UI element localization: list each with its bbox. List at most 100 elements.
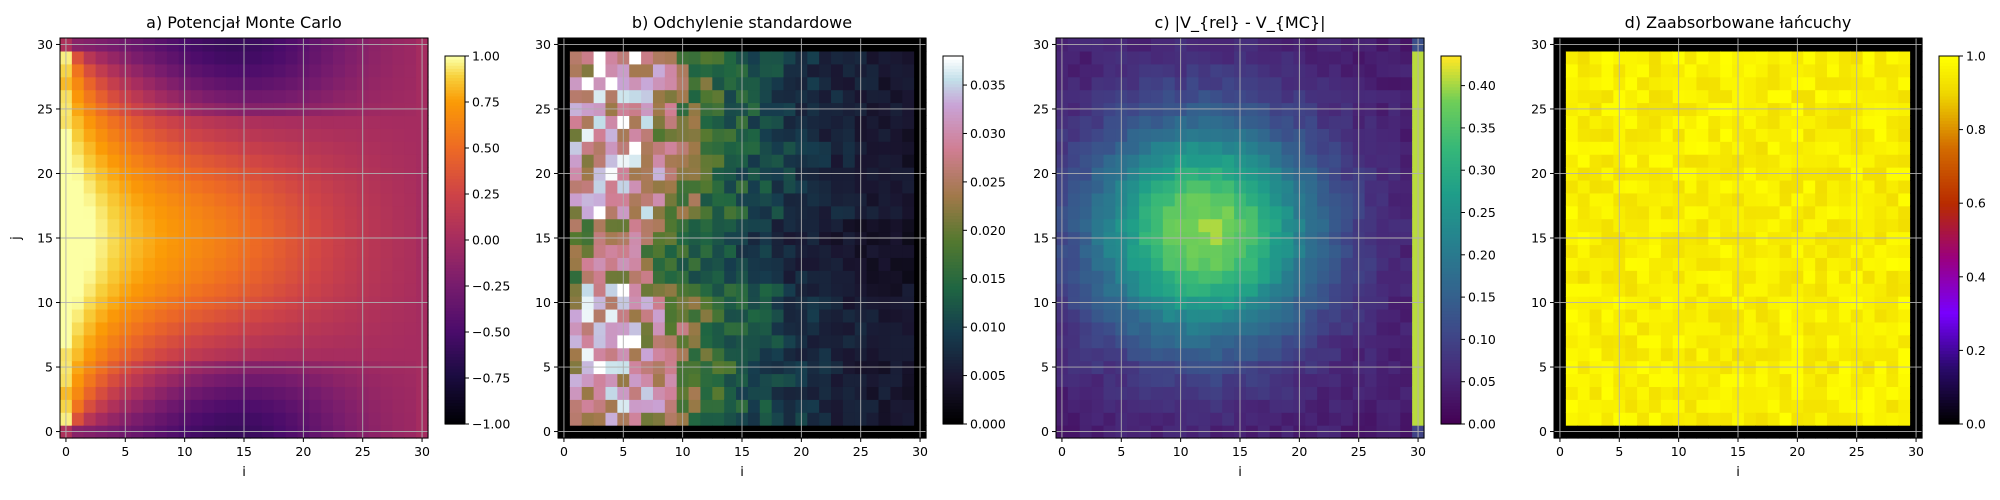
y-tick-label: 10 — [37, 295, 53, 310]
colorbar-segment — [1441, 59, 1461, 63]
heatmap-cell — [309, 386, 322, 400]
heatmap-cell — [1827, 63, 1840, 78]
heatmap-cell — [95, 50, 109, 65]
heatmap-cell — [95, 244, 109, 258]
colorbar-segment — [1441, 381, 1461, 385]
heatmap-cell — [1684, 141, 1698, 155]
heatmap-cell — [1210, 321, 1223, 336]
heatmap-cell — [1269, 141, 1283, 155]
heatmap-cell — [273, 76, 287, 91]
heatmap-cell — [344, 283, 358, 297]
heatmap-cell — [1127, 115, 1140, 129]
colorbar-segment — [1939, 411, 1959, 416]
x-tick-label: 0 — [560, 444, 568, 459]
colorbar-segment — [943, 120, 963, 125]
heatmap-cell — [771, 63, 785, 78]
colorbar-segment — [943, 289, 963, 293]
colorbar-segment — [943, 332, 963, 336]
chart-title: d) Zaabsorbowane łańcuchy — [1625, 13, 1852, 32]
heatmap-cell — [1838, 308, 1852, 323]
x-tick-label: 30 — [1908, 444, 1924, 459]
heatmap-cell — [1079, 115, 1093, 129]
heatmap-cell — [902, 321, 915, 336]
heatmap-cell — [1720, 308, 1733, 323]
heatmap-cell — [1660, 373, 1674, 387]
colorbar-segment — [1939, 227, 1959, 232]
heatmap-cell — [1862, 386, 1876, 400]
heatmap-cell — [71, 283, 85, 297]
colorbar-tick-label: 0.035 — [970, 78, 1006, 93]
colorbar-segment — [1939, 206, 1959, 210]
heatmap-cell — [866, 154, 880, 168]
colorbar-segment — [1441, 218, 1461, 223]
heatmap-cell — [605, 412, 618, 426]
heatmap-cell — [285, 128, 299, 142]
heatmap-cell — [1103, 373, 1116, 387]
heatmap-cell — [1862, 308, 1876, 323]
heatmap-cell — [368, 154, 382, 168]
heatmap-cell — [1589, 63, 1603, 78]
heatmap-cell — [131, 141, 144, 155]
heatmap-cell — [368, 192, 382, 207]
heatmap-cell — [95, 154, 109, 168]
heatmap-cell — [1222, 128, 1235, 142]
heatmap-cell — [1827, 128, 1840, 142]
colorbar-segment — [1441, 313, 1461, 318]
colorbar-segment — [1939, 184, 1959, 189]
heatmap-cell — [1198, 141, 1211, 155]
heatmap-cell — [724, 321, 737, 336]
heatmap-cell — [380, 347, 393, 362]
colorbar-segment — [1939, 141, 1959, 146]
colorbar-segment — [1441, 399, 1461, 404]
heatmap-cell — [1648, 308, 1662, 323]
colorbar-segment — [1441, 86, 1461, 91]
heatmap-cell — [1637, 179, 1650, 194]
heatmap-cell — [83, 141, 97, 155]
heatmap-cell — [866, 179, 880, 194]
colorbar-segment — [445, 227, 465, 232]
colorbar-segment — [1939, 316, 1959, 321]
heatmap-cell — [226, 321, 239, 336]
heatmap-cell — [1400, 270, 1413, 284]
heatmap-cell — [1886, 128, 1899, 142]
heatmap-cell — [629, 321, 642, 336]
heatmap-cell — [1886, 347, 1899, 362]
heatmap-cell — [166, 115, 180, 129]
colorbar-segment — [445, 157, 465, 161]
heatmap-cell — [107, 270, 120, 284]
heatmap-cell — [1648, 76, 1662, 91]
heatmap-cell — [1625, 347, 1638, 362]
heatmap-cell — [1376, 257, 1389, 271]
colorbar-segment — [445, 83, 465, 88]
heatmap-cell — [380, 76, 393, 91]
heatmap-cell — [309, 412, 322, 426]
heatmap-cell — [261, 244, 275, 258]
heatmap-cell — [1886, 321, 1899, 336]
heatmap-cell — [1708, 270, 1721, 284]
colorbar-segment — [445, 95, 465, 100]
y-tick-label: 30 — [1033, 37, 1049, 52]
heatmap-cell — [1340, 192, 1354, 207]
colorbar-segment — [1441, 371, 1461, 376]
heatmap-cell — [605, 115, 618, 129]
heatmap-cell — [890, 89, 903, 104]
heatmap-cell — [143, 257, 156, 271]
heatmap-cell — [1720, 244, 1733, 258]
heatmap-cell — [783, 218, 797, 233]
colorbar-segment — [1441, 68, 1461, 72]
heatmap-cell — [1376, 179, 1389, 194]
heatmap-cell — [652, 192, 666, 207]
heatmap-cell — [747, 373, 761, 387]
heatmap-cell — [1577, 205, 1591, 220]
heatmap-cell — [1625, 115, 1638, 129]
heatmap-cell — [1257, 283, 1271, 297]
heatmap-cell — [1684, 244, 1698, 258]
heatmap-cell — [273, 270, 287, 284]
heatmap-cells — [60, 38, 429, 439]
heatmap-cell — [107, 386, 120, 400]
colorbar-segment — [943, 108, 963, 112]
heatmap-cell — [1269, 115, 1283, 129]
heatmap-cell — [866, 89, 880, 104]
heatmap-cell — [1874, 218, 1887, 233]
heatmap-cell — [569, 373, 583, 387]
